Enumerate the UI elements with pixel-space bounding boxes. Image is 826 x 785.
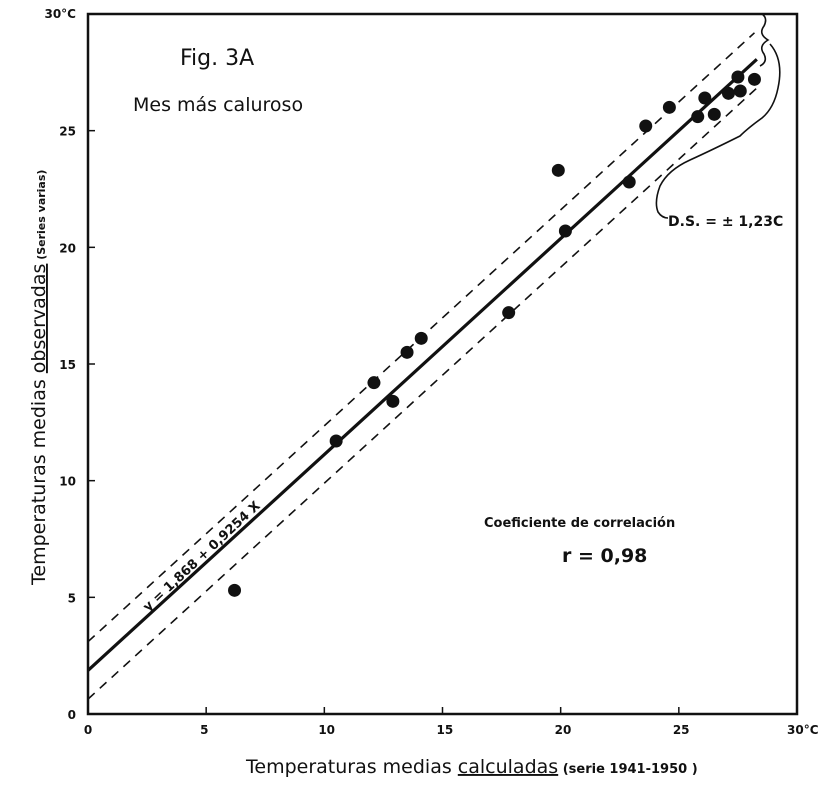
x-tick-label: 15 bbox=[437, 723, 454, 737]
chart-title: Mes más caluroso bbox=[133, 94, 303, 116]
regression-line bbox=[86, 58, 758, 672]
std-dev-brace bbox=[655, 43, 781, 219]
y-axis-label-note: (Series varias) bbox=[35, 170, 48, 264]
data-point bbox=[622, 175, 636, 189]
data-point bbox=[367, 376, 381, 390]
data-points bbox=[228, 70, 761, 597]
y-axis-label-underlined: observadas bbox=[28, 264, 50, 374]
data-point bbox=[558, 224, 572, 238]
data-point bbox=[228, 583, 242, 597]
x-tick-label: 10 bbox=[318, 723, 335, 737]
std-dev-brace-top bbox=[759, 13, 770, 67]
y-tick-label: 30°C bbox=[44, 7, 76, 21]
data-point bbox=[698, 91, 712, 105]
y-tick-label: 20 bbox=[59, 241, 76, 255]
x-tick-label: 30°C bbox=[787, 723, 819, 737]
x-tick-label: 5 bbox=[200, 723, 208, 737]
data-point bbox=[414, 331, 428, 345]
data-point bbox=[662, 100, 676, 114]
y-tick-label: 15 bbox=[59, 358, 76, 372]
x-axis-label-underlined: calculadas bbox=[458, 756, 558, 778]
lower-deviation-line bbox=[87, 85, 760, 700]
y-tick-label: 25 bbox=[59, 125, 76, 139]
x-axis-label-note: (serie 1941-1950 ) bbox=[558, 762, 697, 777]
data-point bbox=[400, 345, 414, 359]
y-axis-label: Temperaturas medias observadas (Series v… bbox=[28, 170, 50, 586]
y-tick-label: 0 bbox=[68, 708, 76, 722]
data-point bbox=[329, 434, 343, 448]
correlation-label: Coeficiente de correlación bbox=[484, 516, 675, 531]
x-tick-label: 0 bbox=[84, 723, 92, 737]
data-point bbox=[502, 306, 516, 320]
x-axis-label: Temperaturas medias calculadas (serie 19… bbox=[245, 756, 698, 778]
regression-equation: y = 1,868 + 0,9254 X bbox=[140, 499, 263, 615]
data-point bbox=[731, 70, 745, 84]
y-tick-label: 10 bbox=[59, 475, 76, 489]
data-point bbox=[747, 72, 761, 86]
data-point bbox=[733, 84, 747, 98]
std-dev-label: D.S. = ± 1,23C bbox=[668, 214, 783, 230]
y-axis-label-main: Temperaturas medias bbox=[28, 373, 50, 586]
data-point bbox=[721, 86, 735, 100]
data-point bbox=[639, 119, 653, 133]
data-point bbox=[691, 110, 705, 124]
x-tick-label: 25 bbox=[673, 723, 690, 737]
data-point bbox=[551, 163, 565, 177]
x-axis-label-main: Temperaturas medias bbox=[245, 756, 458, 778]
data-point bbox=[707, 107, 721, 121]
y-tick-label: 5 bbox=[68, 591, 76, 605]
data-point bbox=[386, 394, 400, 408]
figure-label: Fig. 3A bbox=[180, 46, 254, 71]
axis-ticks: 0 5 10 15 20 25 30°C 0 5 10 15 20 25 30°C bbox=[44, 7, 818, 737]
regression-line-group bbox=[86, 58, 758, 672]
x-tick-label: 20 bbox=[555, 723, 572, 737]
correlation-value: r = 0,98 bbox=[562, 545, 647, 567]
